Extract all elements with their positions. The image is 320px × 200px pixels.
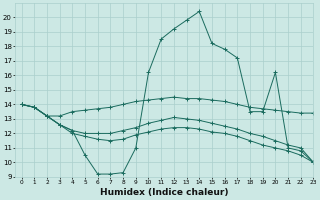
X-axis label: Humidex (Indice chaleur): Humidex (Indice chaleur) — [100, 188, 228, 197]
